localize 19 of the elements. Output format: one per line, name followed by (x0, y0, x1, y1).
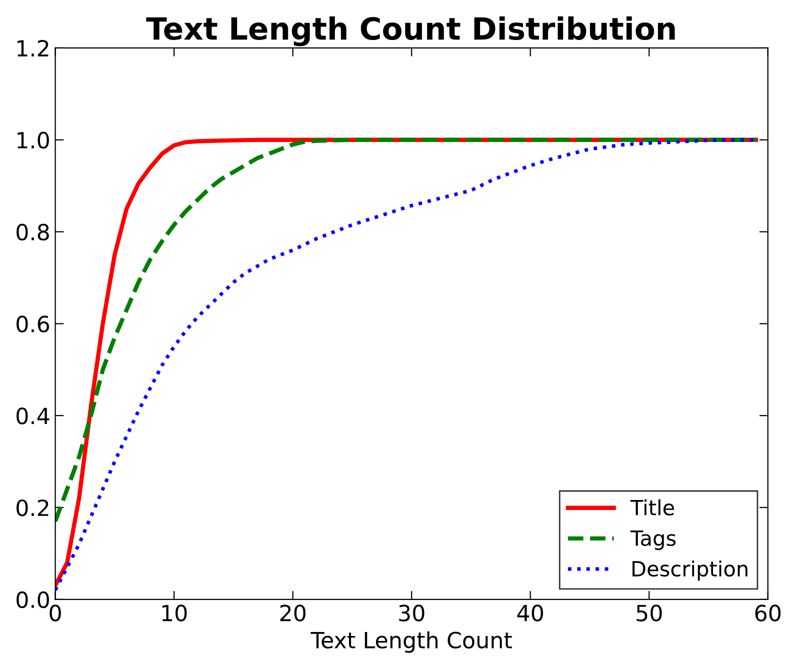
x-axis-title: Text Length Count (310, 631, 512, 653)
chart-title: Text Length Count Distribution (146, 16, 675, 46)
y-tick-label: 0.8 (16, 224, 49, 241)
x-tick-label: 40 (517, 604, 544, 622)
legend-label: Tags (630, 530, 676, 550)
y-tick-label: 0.0 (16, 591, 49, 608)
y-tick-label: 0.2 (16, 499, 48, 516)
x-tick-label: 30 (399, 604, 424, 622)
y-tick-label: 0.4 (16, 408, 50, 424)
y-tick-label: 0.6 (16, 316, 50, 332)
legend-label: Description (632, 560, 748, 581)
y-tick-label: 1.2 (18, 40, 48, 56)
x-tick-label: 60 (755, 604, 781, 622)
y-tick-label: 1.0 (18, 132, 49, 149)
x-tick-label: 0 (50, 604, 61, 622)
legend-label: Title (630, 499, 674, 516)
x-tick-label: 50 (636, 604, 662, 622)
x-tick-label: 10 (162, 604, 187, 622)
x-tick-label: 20 (280, 604, 306, 622)
